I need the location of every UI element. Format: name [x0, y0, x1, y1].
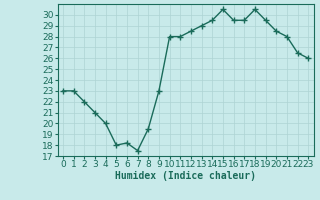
X-axis label: Humidex (Indice chaleur): Humidex (Indice chaleur): [115, 171, 256, 181]
